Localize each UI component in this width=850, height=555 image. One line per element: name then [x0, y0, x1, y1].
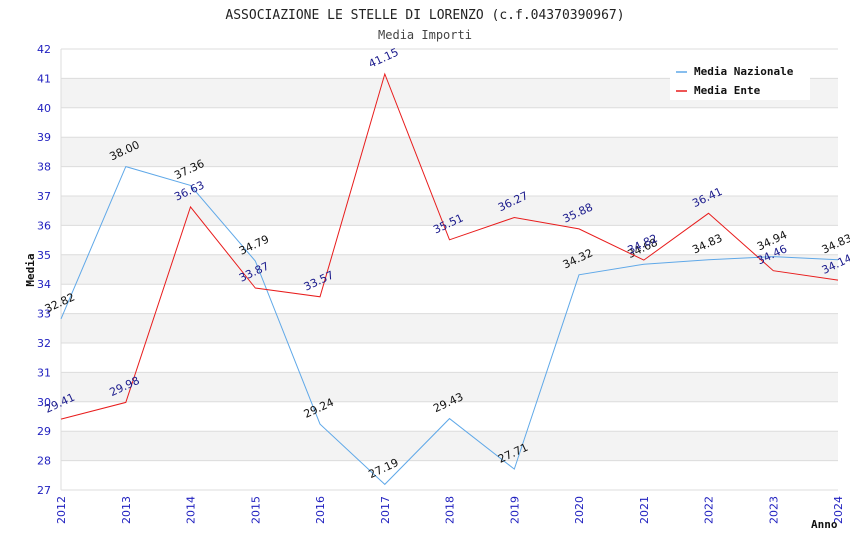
grid-band: [61, 313, 838, 343]
legend-background: [670, 60, 810, 100]
series-line: [60, 72, 839, 420]
grid-band: [61, 196, 838, 226]
y-tick-label: 31: [37, 366, 51, 379]
data-label: 34.79: [237, 233, 271, 258]
grid-band: [61, 137, 838, 167]
x-tick-label: 2020: [573, 496, 586, 524]
y-tick-label: 33: [37, 308, 51, 321]
legend: Media Nazionale Media Ente: [670, 60, 810, 100]
x-tick-label: 2016: [314, 496, 327, 524]
grid-band: [61, 372, 838, 402]
x-axis-label: Anno: [811, 518, 838, 531]
y-tick-label: 34: [37, 278, 51, 291]
data-label: 29.41: [43, 391, 77, 416]
grid-band: [61, 431, 838, 461]
x-tick-label: 2019: [508, 496, 521, 524]
x-tick-label: 2024: [832, 496, 845, 524]
chart-title: ASSOCIAZIONE LE STELLE DI LORENZO (c.f.0…: [225, 8, 624, 23]
x-tick-label: 2021: [638, 496, 651, 524]
series-line: [60, 165, 839, 486]
y-tick-label: 41: [37, 72, 51, 85]
x-tick-label: 2012: [55, 496, 68, 524]
y-tick-label: 28: [37, 455, 51, 468]
y-tick-label: 36: [37, 219, 51, 232]
x-tick-label: 2018: [444, 496, 457, 524]
x-tick-label: 2015: [249, 496, 262, 524]
y-tick-label: 42: [37, 43, 51, 56]
y-tick-label: 27: [37, 484, 51, 497]
legend-label-media-nazionale: Media Nazionale: [694, 65, 794, 78]
x-tick-label: 2017: [379, 496, 392, 524]
x-tick-label: 2014: [185, 496, 198, 524]
x-axis-ticks: 2012 2013 2014 2015 2016 2017 2018 2019 2020 2021…: [55, 496, 845, 524]
y-tick-label: 30: [37, 396, 51, 409]
y-tick-label: 40: [37, 102, 51, 115]
y-tick-label: 37: [37, 190, 51, 203]
data-label: 34.83: [690, 231, 724, 256]
chart-subtitle: Media Importi: [378, 28, 472, 42]
x-tick-label: 2022: [703, 496, 716, 524]
x-tick-label: 2013: [120, 496, 133, 524]
y-tick-label: 38: [37, 161, 51, 174]
x-tick-label: 2023: [767, 496, 780, 524]
y-axis-label: Media: [24, 253, 37, 286]
y-axis-ticks: 27 28 29 30 31 32 33 34 35 36 37 38 39 40 41 42: [37, 43, 51, 497]
legend-label-media-ente: Media Ente: [694, 84, 761, 97]
y-tick-label: 32: [37, 337, 51, 350]
axes: [60, 49, 838, 491]
y-tick-label: 29: [37, 425, 51, 438]
y-tick-label: 39: [37, 131, 51, 144]
y-tick-label: 35: [37, 249, 51, 262]
data-label: 32.82: [43, 291, 77, 316]
